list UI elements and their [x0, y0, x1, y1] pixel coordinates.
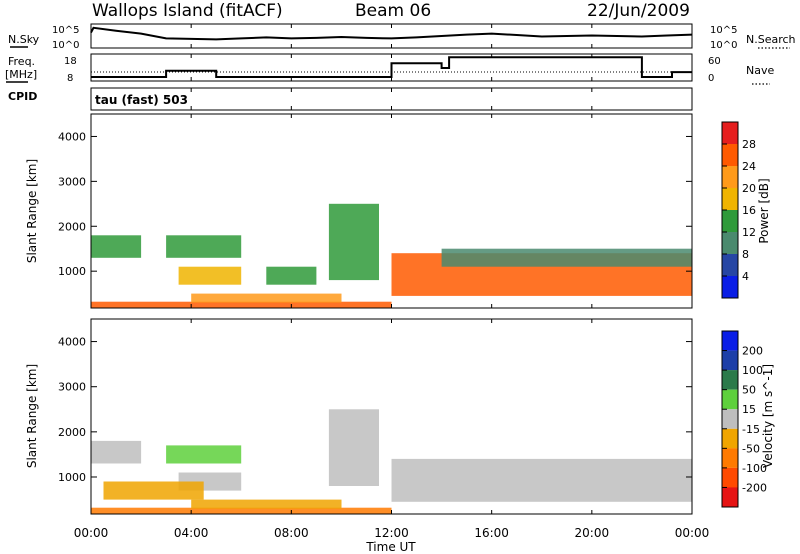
cpid-text: tau (fast) 503 — [95, 93, 188, 107]
colorbar-swatch — [722, 210, 738, 232]
y-tick-label: 3000 — [58, 381, 86, 394]
colorbar-swatch — [722, 448, 738, 468]
colorbar-tick-label: 50 — [742, 384, 756, 397]
heatmap-region — [328, 409, 379, 486]
colorbar-tick-label: 20 — [742, 182, 756, 195]
nave-label: Nave — [746, 64, 774, 77]
date-label: 22/Jun/2009 — [587, 1, 690, 21]
power-panel: 1000 2000 3000 4000 Slant Range [km] 28 24 20… — [25, 113, 771, 309]
colorbar-tick-label: -15 — [742, 423, 760, 436]
colorbar-tick-label: 24 — [742, 160, 756, 173]
colorbar-swatch — [722, 166, 738, 188]
frequency-panel: 18 8 60 0 — [64, 53, 721, 84]
y-tick-label: 4000 — [58, 336, 86, 349]
noise-left-tick-bottom: 10^0 — [52, 40, 79, 51]
x-tick-label: 08:00 — [274, 526, 309, 540]
noise-right-tick-bottom: 10^0 — [710, 40, 737, 51]
colorbar-swatch — [722, 232, 738, 254]
heatmap-region — [191, 499, 342, 509]
colorbar-frame — [721, 330, 739, 508]
colorbar-tick-label: -50 — [742, 442, 760, 455]
freq-left-tick-top: 18 — [64, 56, 77, 67]
freq-right-tick-bottom: 0 — [708, 73, 714, 84]
colorbar-swatch — [722, 409, 738, 429]
colorbar-tick-label: 12 — [742, 226, 756, 239]
freq-left-tick-bottom: 8 — [67, 73, 73, 84]
colorbar-swatch — [722, 487, 738, 507]
heatmap-region — [91, 507, 392, 514]
colorbar-swatch — [722, 122, 738, 144]
x-tick-label: 00:00 — [74, 526, 109, 540]
colorbar-swatch — [722, 144, 738, 166]
colorbar-tick-label: 8 — [742, 248, 749, 261]
x-tick-label: 00:00 — [675, 526, 710, 540]
x-tick-label: 12:00 — [374, 526, 409, 540]
x-tick-label: 04:00 — [174, 526, 209, 540]
heatmap-region — [328, 203, 379, 281]
colorbar-tick-label: 28 — [742, 138, 756, 151]
velocity-ylabel: Slant Range [km] — [25, 364, 39, 468]
colorbar-swatch — [722, 331, 738, 351]
heatmap-region — [166, 235, 242, 258]
colorbar-swatch — [722, 467, 738, 488]
heatmap-region — [91, 301, 392, 308]
heatmap-region — [103, 481, 204, 500]
heatmap-region — [391, 458, 692, 502]
colorbar-tick-label: -200 — [742, 481, 767, 494]
freq-label: Freq. — [8, 55, 35, 68]
colorbar-swatch — [722, 350, 738, 371]
velocity-colorbar-label: Velocity [m s^-1] — [761, 364, 775, 468]
noise-left-tick-top: 10^5 — [52, 25, 79, 36]
heatmap-region — [91, 235, 142, 258]
velocity-colorbar: 200 100 50 15 -15 -50 -100 -200 Velocity [m s^-… — [721, 330, 775, 508]
y-tick-label: 3000 — [58, 175, 86, 188]
freq-right-tick-top: 60 — [708, 56, 721, 67]
mhz-label: [MHz] — [5, 68, 37, 81]
colorbar-tick-label: -100 — [742, 462, 767, 475]
beam-label: Beam 06 — [355, 1, 431, 21]
noise-panel: 10^5 10^0 10^5 10^0 — [52, 23, 737, 51]
nsky-label: N.Sky — [8, 33, 40, 46]
colorbar-tick-label: 200 — [742, 345, 763, 358]
colorbar-swatch — [722, 370, 738, 390]
velocity-xlabel: Time UT — [365, 540, 416, 554]
colorbar-tick-label: 16 — [742, 204, 756, 217]
heatmap-region — [91, 440, 142, 464]
freq-series-line — [91, 56, 692, 78]
cpid-label: CPID — [8, 90, 37, 103]
y-tick-label: 1000 — [58, 471, 86, 484]
station-title: Wallops Island (fitACF) — [92, 1, 283, 21]
x-tick-label: 16:00 — [474, 526, 509, 540]
colorbar-swatch — [722, 188, 738, 210]
y-tick-label: 4000 — [58, 130, 86, 143]
power-colorbar-label: Power [dB] — [757, 178, 771, 243]
x-tick-label: 20:00 — [575, 526, 610, 540]
heatmap-region — [191, 293, 342, 303]
heatmap-region — [166, 445, 242, 464]
y-tick-label: 2000 — [58, 220, 86, 233]
colorbar-swatch — [722, 276, 738, 298]
y-tick-label: 2000 — [58, 426, 86, 439]
y-tick-label: 1000 — [58, 265, 86, 278]
colorbar-tick-label: 100 — [742, 364, 763, 377]
nsky-series-line — [90, 26, 693, 41]
power-ylabel: Slant Range [km] — [25, 159, 39, 263]
heatmap-region — [441, 248, 692, 267]
heatmap-region — [178, 266, 242, 285]
power-colorbar: 28 24 20 16 12 8 4 Power [dB] — [721, 121, 771, 299]
colorbar-tick-label: 4 — [742, 270, 749, 283]
colorbar-swatch — [722, 254, 738, 276]
colorbar-tick-label: 15 — [742, 403, 756, 416]
noise-right-tick-top: 10^5 — [710, 25, 737, 36]
colorbar-swatch — [722, 428, 738, 449]
colorbar-swatch — [722, 389, 738, 410]
heatmap-region — [266, 266, 317, 285]
nsearch-label: N.Search — [746, 33, 796, 46]
